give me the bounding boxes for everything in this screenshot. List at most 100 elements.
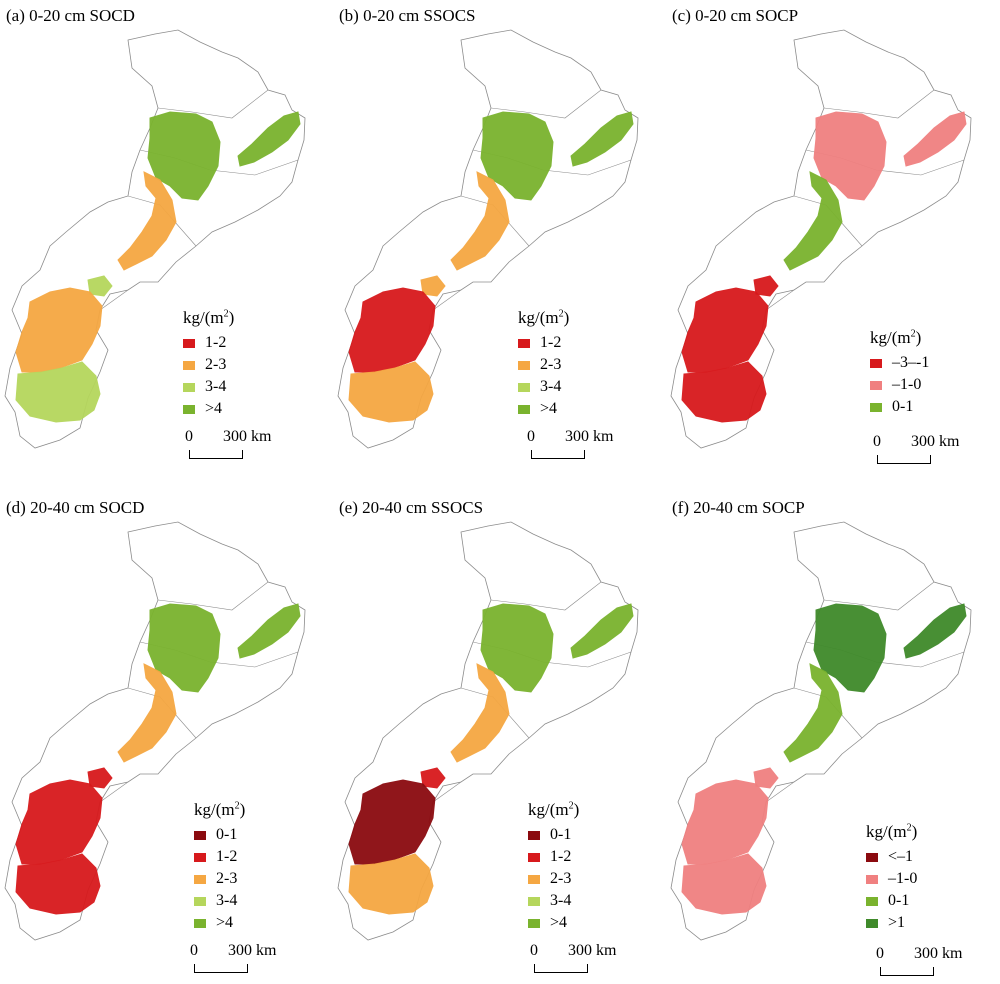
legend-label: –3–-1 — [892, 354, 930, 371]
legend-item: 2-3 — [528, 868, 579, 890]
legend-item: 2-3 — [183, 354, 234, 376]
scale-bar: 0 300 km — [873, 433, 983, 469]
legend-swatch — [866, 852, 878, 862]
legend-swatch — [528, 852, 540, 862]
cropland-region-mid — [783, 171, 843, 271]
cropland-region-east — [237, 603, 301, 659]
legend-unit-prefix: kg/(m — [528, 800, 569, 819]
legend-label: 2-3 — [550, 870, 572, 887]
legend-unit-prefix: kg/(m — [194, 800, 235, 819]
legend-unit-suffix: ) — [911, 822, 918, 841]
legend-label: 0-1 — [888, 892, 910, 909]
legend-item: 2-3 — [518, 354, 569, 376]
region-outline — [670, 29, 972, 449]
legend-swatch — [518, 338, 530, 348]
cropland-region-north — [147, 111, 221, 201]
scale-distance-label: 300 km — [565, 428, 614, 445]
legend-unit: kg/(m2) — [866, 822, 917, 842]
scale-bar-line — [880, 967, 934, 976]
scale-zero-label: 0 — [185, 428, 193, 445]
legend-unit: kg/(m2) — [518, 308, 569, 328]
scale-bar: 0 300 km — [876, 945, 986, 981]
scale-distance-label: 300 km — [914, 945, 963, 962]
legend-swatch — [870, 380, 882, 390]
legend-unit-prefix: kg/(m — [870, 328, 911, 347]
cropland-region-sw-lower — [681, 853, 767, 915]
legend-label: 3-4 — [205, 378, 227, 395]
legend-item: <–1 — [866, 846, 917, 868]
legend-swatch — [870, 358, 882, 368]
legend-swatch — [518, 382, 530, 392]
legend-unit-prefix: kg/(m — [866, 822, 907, 841]
map-panel-c: (c) 0-20 cm SOCP kg/(m2) –3–-1 –1-0 0-1 0 300 … — [666, 0, 999, 492]
scale-bar: 0 300 km — [190, 942, 300, 978]
panel-title: (f) 20-40 cm SOCP — [672, 498, 805, 517]
scale-zero-label: 0 — [876, 945, 884, 962]
cropland-region-sw-upper — [681, 779, 769, 865]
scale-bar-line — [194, 964, 248, 973]
cropland-region-small — [753, 767, 779, 789]
legend-swatch — [518, 360, 530, 370]
legend-item: 2-3 — [194, 868, 245, 890]
scale-distance-label: 300 km — [911, 433, 960, 450]
map-a — [4, 29, 306, 449]
scale-bar-line — [877, 455, 931, 464]
legend-label: <–1 — [888, 848, 914, 865]
scale-bar: 0 300 km — [185, 428, 295, 464]
region-outline — [4, 521, 306, 941]
map-panel-f: (f) 20-40 cm SOCP kg/(m2) <–1 –1-0 0-1 >1 0 300… — [666, 492, 999, 984]
legend: kg/(m2) <–1 –1-0 0-1 >1 — [866, 822, 917, 934]
legend-item: 0-1 — [528, 824, 579, 846]
province-boundary — [432, 289, 462, 311]
legend-label: –1-0 — [888, 870, 918, 887]
legend-item: 3-4 — [194, 890, 245, 912]
scale-bar-line — [189, 450, 243, 459]
province-boundary — [99, 289, 129, 311]
legend-unit-suffix: ) — [563, 308, 570, 327]
legend-item: >4 — [528, 912, 579, 934]
legend-item: >1 — [866, 912, 917, 934]
legend-label: 0-1 — [216, 826, 238, 843]
legend-unit-exponent: 2 — [234, 800, 240, 812]
legend-item: –1-0 — [866, 868, 917, 890]
cropland-region-north — [480, 603, 554, 693]
cropland-region-small — [420, 275, 446, 297]
legend-swatch — [518, 404, 530, 414]
legend-unit-prefix: kg/(m — [518, 308, 559, 327]
cropland-region-sw-lower — [15, 361, 101, 423]
legend-item: –3–-1 — [870, 352, 929, 374]
panel-title: (d) 20-40 cm SOCD — [6, 498, 145, 517]
legend-label: 1-2 — [205, 334, 227, 351]
cropland-region-mid — [783, 663, 843, 763]
legend-unit: kg/(m2) — [870, 328, 929, 348]
legend-unit: kg/(m2) — [194, 800, 245, 820]
scale-bar: 0 300 km — [527, 428, 637, 464]
cropland-region-small — [420, 767, 446, 789]
legend-item: 0-1 — [870, 396, 929, 418]
cropland-region-east — [570, 111, 634, 167]
province-boundary — [490, 581, 602, 611]
legend-label: 1-2 — [216, 848, 238, 865]
legend: kg/(m2) 1-2 2-3 3-4 >4 — [183, 308, 234, 420]
legend-unit-prefix: kg/(m — [183, 308, 224, 327]
cropland-region-east — [903, 111, 967, 167]
map-panel-a: (a) 0-20 cm SOCD kg/(m2) 1-2 2-3 3-4 >4 0 300 k… — [0, 0, 333, 492]
legend-swatch — [866, 918, 878, 928]
cropland-region-sw-upper — [681, 287, 769, 373]
region-outline — [670, 521, 972, 941]
scale-bar-line — [531, 450, 585, 459]
cropland-region-east — [237, 111, 301, 167]
legend-swatch — [866, 896, 878, 906]
legend-unit-exponent: 2 — [910, 328, 916, 340]
region-outline — [337, 29, 639, 449]
legend-label: 0-1 — [892, 398, 914, 415]
cropland-region-mid — [450, 171, 510, 271]
legend-label: –1-0 — [892, 376, 922, 393]
province-boundary — [157, 581, 269, 611]
cropland-region-mid — [450, 663, 510, 763]
legend-item: 3-4 — [528, 890, 579, 912]
cropland-region-sw-lower — [348, 853, 434, 915]
legend-label: 2-3 — [205, 356, 227, 373]
legend-swatch — [528, 830, 540, 840]
cropland-region-sw-upper — [15, 287, 103, 373]
